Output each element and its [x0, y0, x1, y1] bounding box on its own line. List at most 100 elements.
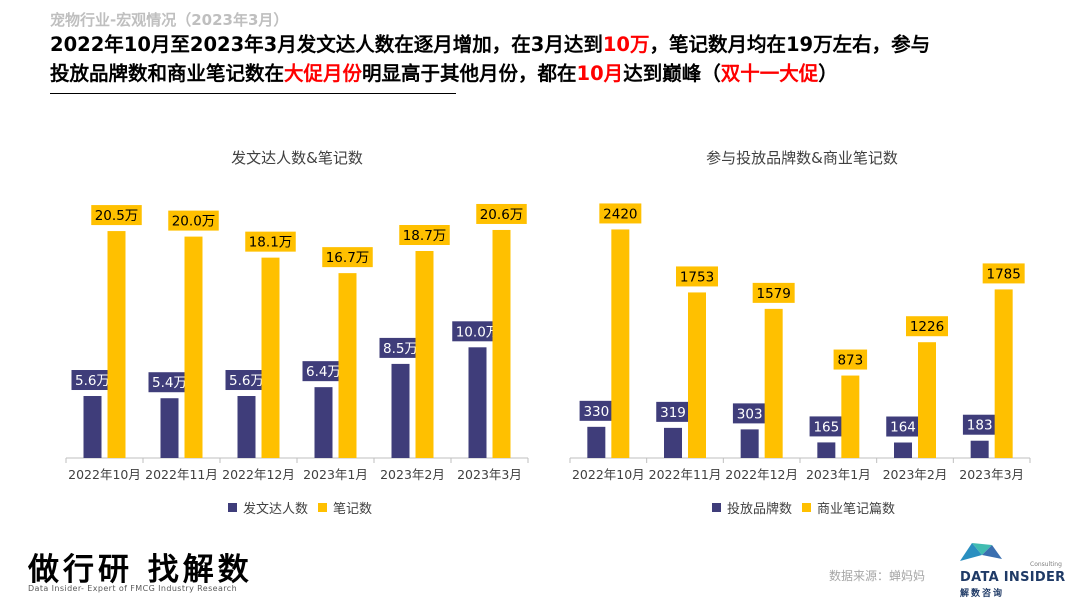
data-label-box — [71, 370, 114, 391]
headline-segment: 10万 — [602, 33, 650, 56]
data-label-box — [225, 370, 268, 391]
headline-segment: 大促月份 — [284, 62, 363, 85]
data-source-note: 数据来源：蝉妈妈 — [829, 569, 926, 583]
data-label: 164 — [890, 420, 916, 436]
data-label-box — [452, 321, 503, 342]
bar-series-b — [764, 308, 783, 458]
legend-swatch-commercial-notes — [802, 503, 812, 512]
x-tick-label: 2022年12月 — [222, 467, 295, 482]
bar-series-a — [468, 347, 487, 458]
data-label-box — [676, 266, 718, 287]
data-label: 5.6万 — [229, 373, 264, 389]
headline-line-2: 投放品牌数和商业笔记数在大促月份明显高于其他月份，都在10月达到巅峰（双十一大促… — [50, 59, 1060, 88]
x-tick-label: 2023年2月 — [883, 467, 948, 482]
data-label: 20.6万 — [480, 207, 524, 223]
data-label: 6.4万 — [306, 364, 341, 380]
bar-series-a — [391, 363, 410, 458]
bar-series-a — [83, 396, 102, 458]
bar-series-b — [415, 250, 434, 458]
data-label: 18.7万 — [403, 228, 447, 244]
data-label-box — [148, 372, 191, 393]
data-label-box — [982, 263, 1025, 284]
data-label: 16.7万 — [326, 250, 370, 266]
data-label: 873 — [837, 353, 863, 369]
bar-series-a — [817, 442, 836, 458]
bar-series-b — [918, 342, 936, 458]
data-label: 1579 — [756, 286, 790, 302]
footer-slogan-subtitle: Data Insider- Expert of FMCG Industry Re… — [28, 584, 238, 593]
bar-series-b — [492, 229, 511, 458]
page-headline: 2022年10月至2023年3月发文达人数在逐月增加，在3月达到10万，笔记数月… — [50, 30, 1060, 88]
legend-item-commercial-notes: 商业笔记篇数 — [802, 498, 895, 517]
data-label-box — [168, 210, 219, 231]
legend-label-notes: 笔记数 — [333, 502, 373, 517]
bar-series-b — [994, 289, 1013, 458]
data-label: 20.5万 — [95, 208, 139, 224]
data-label: 5.6万 — [75, 373, 110, 389]
data-label-box — [399, 224, 450, 245]
bar-series-b — [107, 231, 126, 458]
breadcrumb: 宠物行业-宏观情况（2023年3月） — [50, 11, 289, 29]
x-tick-label: 2022年12月 — [725, 467, 798, 482]
legend-swatch-creators — [228, 503, 237, 512]
bar-series-a — [664, 427, 682, 458]
data-label: 1226 — [910, 319, 944, 335]
headline-segment: ） — [818, 62, 838, 85]
legend-item-brands: 投放品牌数 — [712, 498, 792, 517]
x-tick-label: 2022年10月 — [572, 467, 645, 482]
legend-swatch-brands — [712, 503, 721, 512]
legend-item-creators: 发文达人数 — [228, 498, 308, 517]
headline-segment: 达到巅峰（ — [623, 62, 721, 85]
headline-segment: 10月 — [576, 62, 624, 85]
x-tick-label: 2022年11月 — [145, 467, 218, 482]
data-label-box — [732, 403, 767, 424]
data-label: 1753 — [680, 269, 714, 285]
data-label-box — [809, 416, 844, 437]
legend-label-brands: 投放品牌数 — [727, 502, 793, 517]
bar-series-a — [160, 398, 179, 458]
headline-segment: 2022年10月至2023年3月发文达人数在逐月增加，在3月达到 — [50, 33, 603, 56]
data-label-box — [962, 414, 997, 435]
bar-series-a — [237, 396, 256, 458]
bar-series-b — [261, 257, 280, 458]
data-label: 10.0万 — [456, 324, 500, 340]
headline-segment: 投放品牌数和商业笔记数在 — [50, 62, 285, 85]
chart-title-creators-notes: 发文达人数&笔记数 — [231, 149, 363, 167]
data-label: 2420 — [603, 206, 637, 222]
data-label: 8.5万 — [383, 341, 418, 357]
bar-series-a — [314, 387, 333, 458]
x-tick-label: 2023年3月 — [959, 467, 1024, 482]
logo-brand-name: DATA INSIDER — [960, 570, 1066, 585]
bar-series-b — [184, 236, 203, 458]
data-label: 303 — [737, 406, 763, 422]
data-label-box — [833, 349, 868, 370]
chart-legend-right: 投放品牌数 商业笔记篇数 — [712, 498, 905, 517]
data-label-box — [752, 282, 795, 303]
data-label-box — [886, 416, 920, 437]
bar-series-a — [587, 426, 606, 458]
x-tick-label: 2023年3月 — [457, 467, 522, 482]
data-label: 165 — [813, 419, 839, 435]
data-label: 5.4万 — [152, 375, 187, 391]
bar-series-b — [611, 229, 630, 458]
data-label-box — [245, 231, 296, 252]
x-tick-label: 2023年1月 — [806, 467, 871, 482]
x-tick-label: 2022年10月 — [68, 467, 141, 482]
data-label: 183 — [967, 418, 993, 434]
data-label-box — [599, 203, 642, 224]
data-label: 18.1万 — [249, 235, 293, 251]
bar-series-a — [970, 440, 989, 458]
x-tick-label: 2023年1月 — [303, 467, 368, 482]
headline-segment: 双十一大促 — [720, 62, 819, 85]
data-label: 319 — [660, 405, 686, 421]
bar-series-b — [841, 375, 860, 458]
legend-label-commercial-notes: 商业笔记篇数 — [817, 502, 896, 517]
data-label: 1785 — [986, 266, 1020, 282]
logo-brand-subtitle: 解数咨询 — [960, 589, 1005, 599]
chart-legend-left: 发文达人数 笔记数 — [228, 498, 382, 517]
bar-series-a — [740, 429, 759, 458]
legend-item-notes: 笔记数 — [318, 498, 372, 517]
headline-line-1: 2022年10月至2023年3月发文达人数在逐月增加，在3月达到10万，笔记数月… — [50, 30, 1060, 59]
data-insider-logo-icon — [960, 543, 1002, 561]
